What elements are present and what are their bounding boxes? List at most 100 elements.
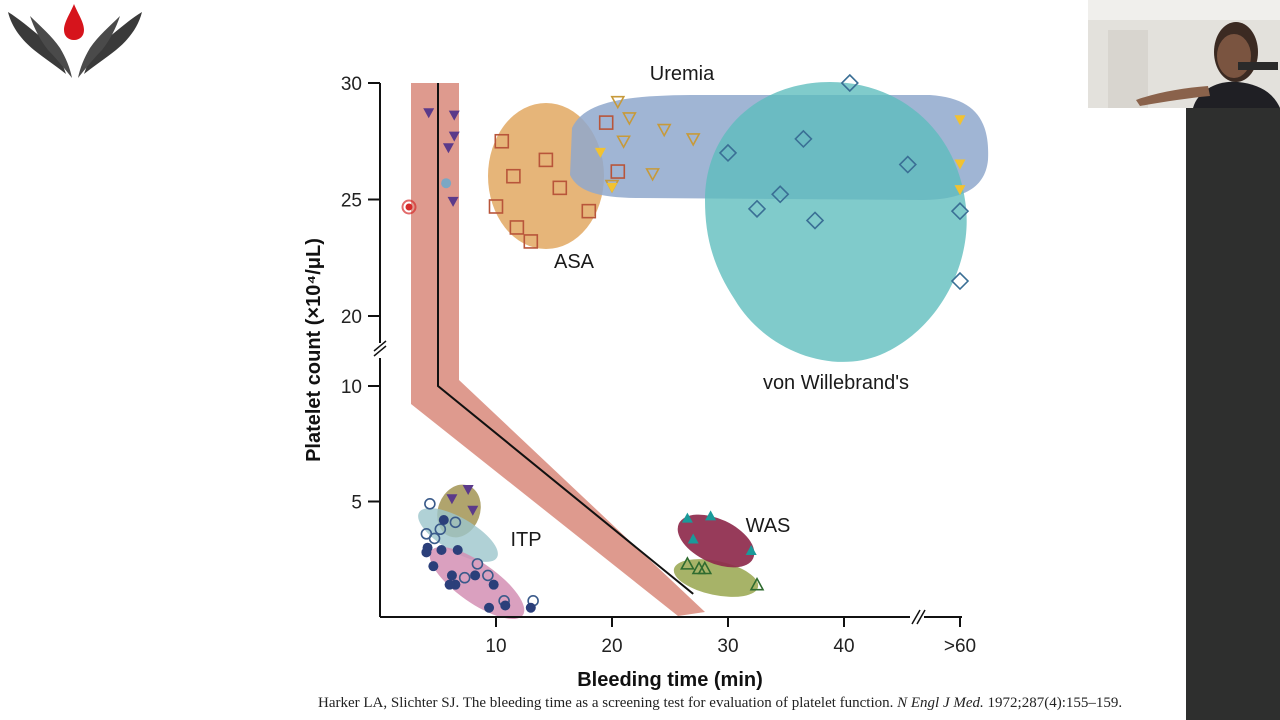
vwd-label: von Willebrand's (763, 372, 909, 394)
asa-point (552, 180, 568, 196)
itp-point (449, 516, 462, 529)
was-point (687, 533, 699, 544)
logo-blood-drop (64, 4, 84, 40)
citation: Harker LA, Slichter SJ. The bleeding tim… (318, 695, 1122, 712)
uremia-point (622, 112, 637, 126)
itp-point (424, 498, 436, 510)
itp-region-teal (418, 508, 498, 562)
y-break-mark (373, 340, 387, 352)
x-break-gap (910, 610, 924, 624)
chart-labels: Uremia ASA von Willebrand's ITP WAS (401, 63, 909, 551)
citation-authors: Harker LA, Slichter SJ. (318, 695, 460, 711)
itp-point (467, 505, 479, 516)
logo-right-wing (84, 12, 142, 74)
itp-point (446, 494, 458, 505)
y-break-mark (373, 345, 387, 357)
von-willebrand-s-point (794, 129, 813, 149)
was-point (749, 576, 765, 591)
normal-band-points-point (448, 110, 460, 121)
y-tick-label: 30 (341, 74, 362, 95)
citation-title: The bleeding time as a screening test fo… (462, 695, 894, 711)
x-tick-label: >60 (944, 636, 976, 657)
y-tick-label: 10 (341, 377, 362, 398)
uremia-point (656, 123, 672, 138)
itp-point (458, 571, 471, 584)
uremia-point (954, 115, 966, 126)
was-point (681, 512, 693, 523)
x-tick-label: 30 (717, 636, 738, 657)
chart-points (420, 73, 970, 613)
uremia-point (616, 135, 631, 149)
asa-point (581, 203, 597, 219)
side-panel (1186, 108, 1280, 720)
uremia-point (954, 159, 966, 170)
von-willebrand-s-point (805, 211, 825, 230)
x-tick-label: 10 (485, 636, 506, 657)
normal-band (411, 83, 705, 616)
logo-left-inner (30, 16, 72, 78)
itp-point (462, 484, 474, 495)
uremia-point (594, 147, 606, 158)
vwd-region (705, 82, 967, 362)
y-axis-label: Platelet count (×10⁴/μL) (303, 238, 325, 462)
itp-point (434, 523, 447, 536)
itp-point (470, 570, 481, 581)
itp-point (500, 600, 511, 611)
logo (8, 4, 142, 78)
was-point (705, 510, 717, 521)
normal-band-points-point (423, 108, 435, 119)
asa-point (610, 164, 626, 179)
x-tick-label: 40 (833, 636, 854, 657)
uremia-point (610, 95, 626, 110)
normal-band-points-point (447, 196, 459, 207)
itp-label: ITP (510, 529, 541, 551)
was-point (697, 560, 713, 575)
asa-point (488, 199, 504, 214)
uremia-point (954, 185, 966, 196)
von-willebrand-s-point (771, 185, 790, 204)
normal-band-area (411, 83, 705, 616)
itp-point (488, 579, 499, 590)
y-tick-label: 25 (341, 191, 362, 212)
itp-point (482, 569, 494, 582)
asa-point (538, 152, 554, 168)
was-point (745, 545, 757, 556)
itp-point (428, 532, 441, 545)
itp-point (444, 579, 455, 590)
itp-point (484, 602, 495, 613)
was-point (680, 556, 695, 570)
normal-band-points-point (448, 131, 460, 142)
asa-point (494, 133, 510, 149)
x-axis-label: Bleeding time (min) (577, 669, 763, 691)
presenter-image (1088, 0, 1280, 108)
itp-point (471, 558, 484, 570)
normal-band-points-point (442, 143, 454, 154)
von-willebrand-s-point (747, 199, 767, 218)
was-label: WAS (746, 515, 791, 537)
laser-pointer-halo (401, 199, 417, 215)
itp-point (525, 602, 536, 613)
asa-label: ASA (554, 251, 595, 273)
uremia-point (606, 182, 618, 193)
asa-point (506, 168, 521, 184)
von-willebrand-s-point (718, 143, 738, 163)
uremia-point (645, 168, 660, 182)
uremia-point (685, 133, 701, 147)
itp-point (446, 570, 457, 581)
itp-point (436, 545, 447, 556)
x-tick-label: 20 (601, 636, 622, 657)
laser-pointer (405, 203, 413, 211)
von-willebrand-s-point (898, 155, 917, 174)
normal-line (437, 83, 694, 595)
von-willebrand-s-point (950, 271, 970, 291)
itp-point (438, 514, 449, 525)
asa-point (523, 234, 539, 249)
x-break-mark (911, 609, 921, 625)
von-willebrand-s-point (840, 73, 859, 93)
itp-point (428, 561, 439, 572)
itp-point (421, 547, 432, 558)
chart-axes: 10 20 30 40 >60 30 25 20 10 5 Bleeding time (min) P… (303, 74, 976, 691)
was-region-maroon (677, 514, 755, 568)
x-break-mark (916, 609, 926, 625)
